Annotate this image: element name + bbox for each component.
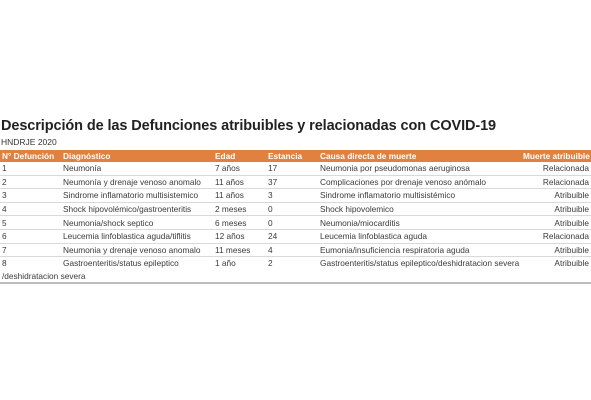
table-row: 2 Neumonía y drenaje venoso anomalo 11 a… bbox=[0, 175, 591, 190]
cell-muerte: Atribuible bbox=[521, 243, 591, 258]
table-row: 5 Neumonia/shock septico 6 meses 0 Neumo… bbox=[0, 215, 591, 230]
cell-edad: 6 meses bbox=[213, 215, 266, 230]
cell-muerte: Relacionada bbox=[521, 229, 591, 244]
table-row: 8 Gastroenteritis/status epileptico 1 añ… bbox=[0, 257, 591, 270]
cell-numero: 5 bbox=[0, 215, 61, 230]
cell-edad: 11 meses bbox=[213, 243, 266, 258]
cell-edad: 1 año bbox=[215, 258, 236, 269]
cell-edad: 7 años bbox=[213, 162, 266, 176]
cell-causa: Neumonia/miocarditis bbox=[318, 215, 521, 230]
cell-diagnostico: Neumonía y drenaje venoso anomalo bbox=[61, 175, 213, 190]
cell-numero: 7 bbox=[0, 243, 61, 258]
cell-causa: Neumonia por pseudomonas aeruginosa bbox=[318, 162, 521, 176]
cell-muerte: Atribuible bbox=[521, 202, 591, 217]
cell-numero: 1 bbox=[0, 162, 61, 176]
table-row: 1 Neumonía 7 años 17 Neumonia por pseudo… bbox=[0, 162, 591, 176]
cell-continuation: /deshidratacion severa bbox=[2, 270, 86, 281]
header-causa: Causa directa de muerte bbox=[318, 150, 521, 162]
header-edad: Edad bbox=[213, 150, 266, 162]
table-row-continuation: /deshidratacion severa bbox=[0, 270, 591, 282]
cell-edad: 11 años bbox=[213, 188, 266, 203]
table-row: 6 Leucemia linfoblastica aguda/tiflitis … bbox=[0, 229, 591, 244]
cell-estancia: 24 bbox=[266, 229, 318, 244]
cell-muerte: Atribuible bbox=[521, 188, 591, 203]
cell-muerte: Atribuible bbox=[521, 215, 591, 230]
cell-edad: 2 meses bbox=[213, 202, 266, 217]
cell-diagnostico: Neumonía bbox=[61, 162, 213, 176]
cell-numero: 6 bbox=[0, 229, 61, 244]
cell-causa: Leucemia linfoblastica aguda bbox=[318, 229, 521, 244]
cell-edad: 12 años bbox=[213, 229, 266, 244]
cell-estancia: 0 bbox=[266, 202, 318, 217]
cell-diagnostico: Sindrome inflamatorio multisistemico bbox=[61, 188, 213, 203]
figure: Descripción de las Defunciones atribuibl… bbox=[0, 118, 591, 284]
cell-muerte: Relacionada bbox=[521, 162, 591, 176]
cell-numero: 3 bbox=[0, 188, 61, 203]
header-estancia: Estancia bbox=[266, 150, 318, 162]
cell-diagnostico: Shock hipovolémico/gastroenteritis bbox=[61, 202, 213, 217]
cell-diagnostico: Leucemia linfoblastica aguda/tiflitis bbox=[61, 229, 213, 244]
cell-causa: Shock hipovolemico bbox=[318, 202, 521, 217]
cell-diagnostico: Neumonia y drenaje venoso anomalo bbox=[61, 243, 213, 258]
cell-estancia: 3 bbox=[266, 188, 318, 203]
cell-numero: 4 bbox=[0, 202, 61, 217]
table-subtitle: HNDRJE 2020 bbox=[1, 137, 57, 147]
cell-causa: Sindrome inflamatorio multisistémico bbox=[318, 188, 521, 203]
header-row: N° Defunción Diagnóstico Edad Estancia C… bbox=[0, 150, 591, 162]
cell-causa: Complicaciones por drenaje venoso anómal… bbox=[318, 175, 521, 190]
cell-diagnostico: Neumonia/shock septico bbox=[61, 215, 213, 230]
table-row: 3 Sindrome inflamatorio multisistemico 1… bbox=[0, 188, 591, 203]
cell-muerte: Relacionada bbox=[521, 175, 591, 190]
cell-causa: Eumonia/insuficiencia respiratoria aguda bbox=[318, 243, 521, 258]
cell-estancia: 37 bbox=[266, 175, 318, 190]
cell-muerte: Atribuible bbox=[554, 258, 589, 269]
cell-estancia: 0 bbox=[266, 215, 318, 230]
cell-estancia: 17 bbox=[266, 162, 318, 176]
header-numero: N° Defunción bbox=[0, 150, 61, 162]
cell-estancia: 4 bbox=[266, 243, 318, 258]
bottom-divider bbox=[0, 281, 591, 284]
table-row: 4 Shock hipovolémico/gastroenteritis 2 m… bbox=[0, 202, 591, 217]
header-diagnostico: Diagnóstico bbox=[61, 150, 213, 162]
header-muerte: Muerte atribuible bbox=[521, 150, 591, 162]
cell-estancia: 2 bbox=[268, 258, 273, 269]
table-row: 7 Neumonia y drenaje venoso anomalo 11 m… bbox=[0, 243, 591, 258]
cell-numero: 8 bbox=[2, 258, 7, 269]
cell-edad: 11 años bbox=[213, 175, 266, 190]
table-title: Descripción de las Defunciones atribuibl… bbox=[1, 118, 497, 134]
cell-causa: Gastroenteritis/status epileptico/deshid… bbox=[320, 258, 520, 269]
cell-numero: 2 bbox=[0, 175, 61, 190]
cell-diagnostico: Gastroenteritis/status epileptico bbox=[63, 258, 179, 269]
deaths-table: N° Defunción Diagnóstico Edad Estancia C… bbox=[0, 150, 591, 282]
